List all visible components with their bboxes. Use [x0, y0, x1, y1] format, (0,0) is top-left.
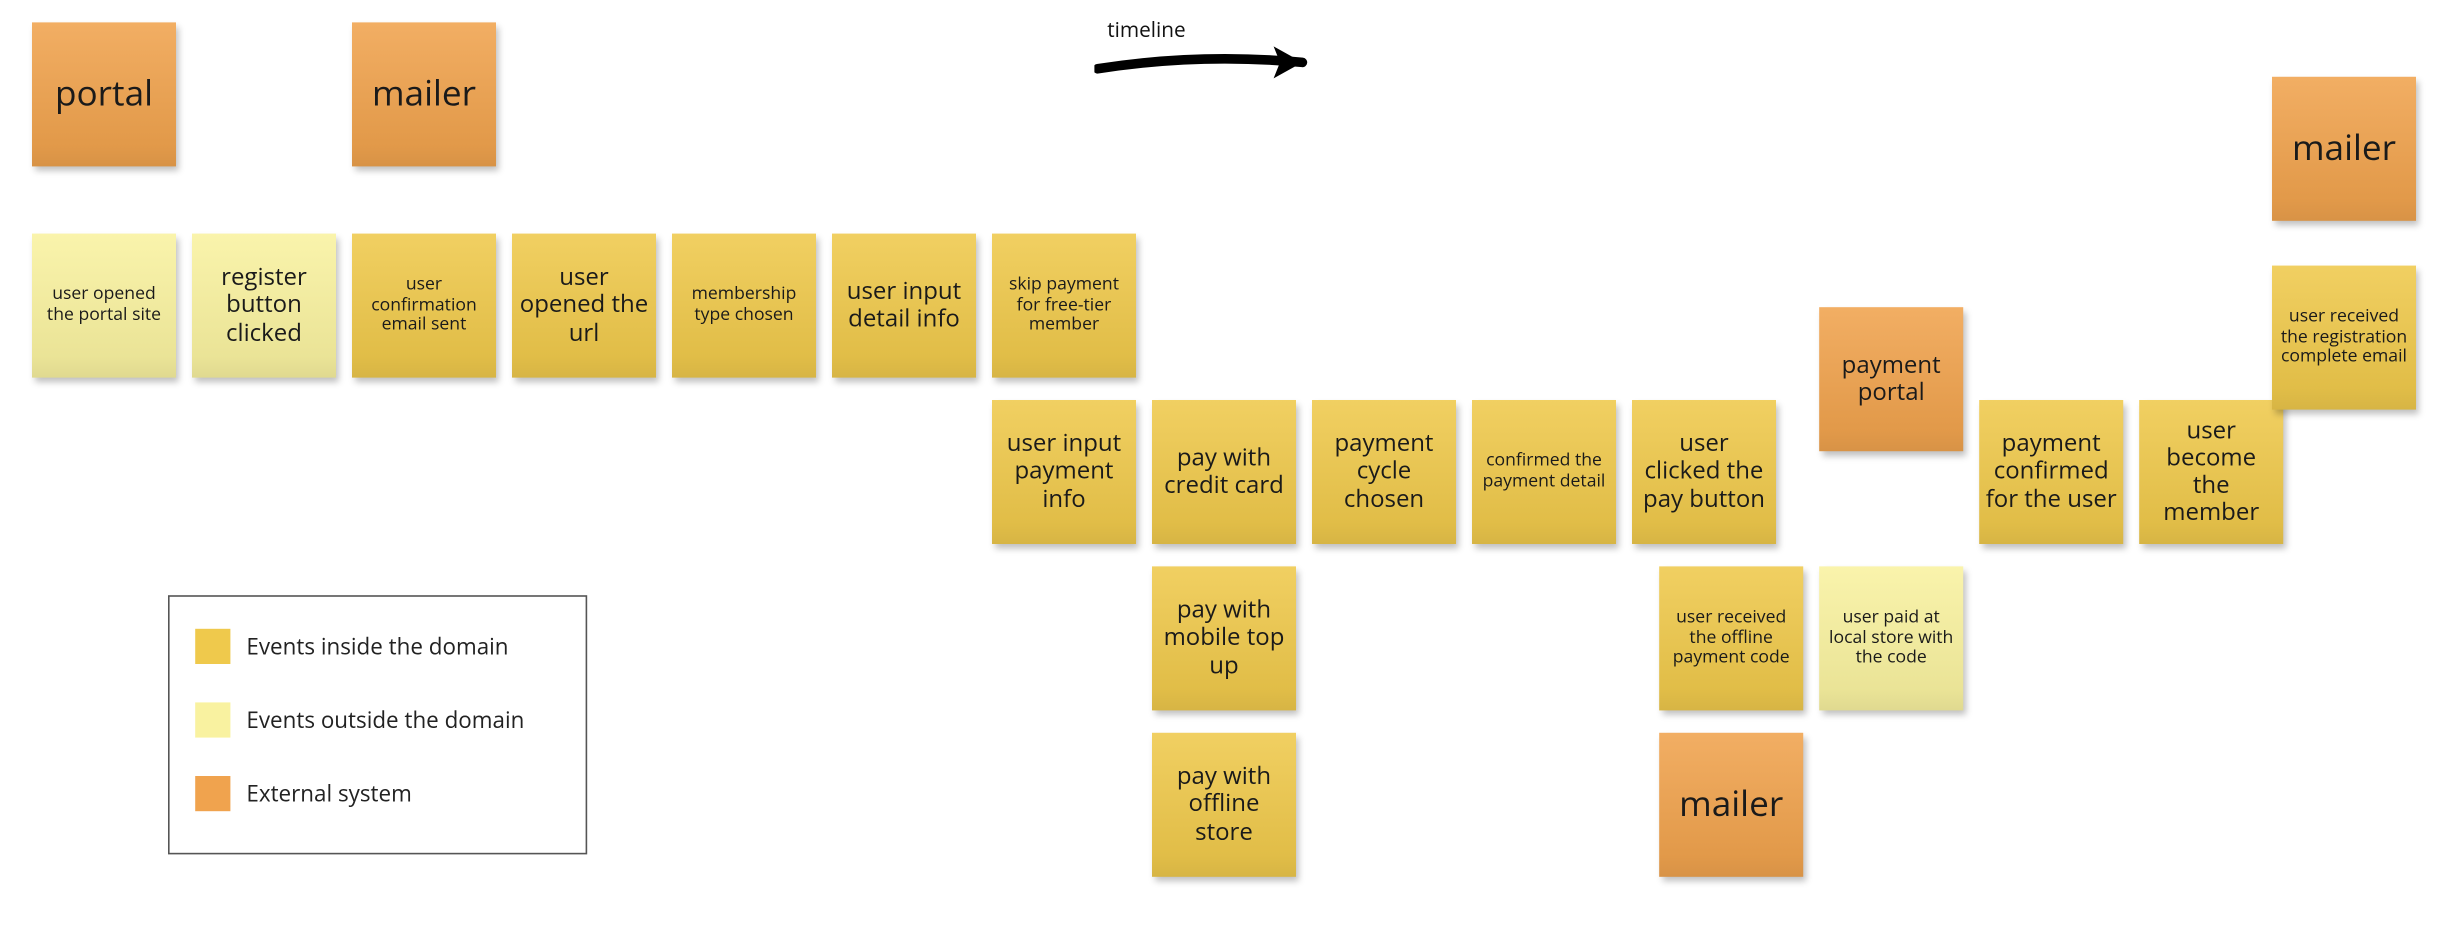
sticky-ev-cycle-chosen: payment cycle chosen — [1312, 400, 1456, 544]
sticky-ev-opened-url: user opened the url — [512, 234, 656, 378]
timeline-label: timeline — [1107, 14, 1186, 43]
sticky-ev-pay-credit: pay with credit card — [1152, 400, 1296, 544]
legend-swatch-icon — [195, 702, 230, 737]
sticky-ev-confirm-sent: user confirmation email sent — [352, 234, 496, 378]
legend-item-external_system: External system — [195, 776, 412, 811]
sticky-ev-input-payment: user input payment info — [992, 400, 1136, 544]
sticky-ev-recv-offline-code: user received the offline payment code — [1659, 566, 1803, 710]
legend-label: Events inside the domain — [246, 631, 508, 661]
sticky-ev-pay-offline: pay with offline store — [1152, 733, 1296, 877]
sticky-ev-become-member: user become the member — [2139, 400, 2283, 544]
sticky-ev-skip-payment: skip payment for free-tier member — [992, 234, 1136, 378]
legend-swatch-icon — [195, 776, 230, 811]
sticky-ev-register-clicked: register button clicked — [192, 234, 336, 378]
sticky-ev-input-detail: user input detail info — [832, 234, 976, 378]
legend-item-domain_event: Events inside the domain — [195, 629, 508, 664]
sticky-sys-mailer-1: mailer — [352, 22, 496, 166]
legend-item-outside_event: Events outside the domain — [195, 702, 524, 737]
sticky-sys-payment-portal: payment portal — [1819, 307, 1963, 451]
legend-label: Events outside the domain — [246, 705, 524, 735]
sticky-sys-mailer-2: mailer — [1659, 733, 1803, 877]
sticky-sys-portal: portal — [32, 22, 176, 166]
sticky-ev-membership-type: membership type chosen — [672, 234, 816, 378]
sticky-ev-payment-confirmed: payment confirmed for the user — [1979, 400, 2123, 544]
legend-label: External system — [246, 778, 411, 808]
sticky-ev-pay-mobile: pay with mobile top up — [1152, 566, 1296, 710]
legend: Events inside the domain Events outside t… — [168, 595, 587, 854]
sticky-ev-recv-reg-email: user received the registration complete … — [2272, 266, 2416, 410]
sticky-ev-open-portal: user opened the portal site — [32, 234, 176, 378]
sticky-sys-mailer-3: mailer — [2272, 77, 2416, 221]
sticky-ev-paid-local-store: user paid at local store with the code — [1819, 566, 1963, 710]
sticky-ev-clicked-pay: user clicked the pay button — [1632, 400, 1776, 544]
sticky-ev-confirmed-detail: confirmed the payment detail — [1472, 400, 1616, 544]
legend-swatch-icon — [195, 629, 230, 664]
timeline-arrow-icon — [1094, 42, 1334, 92]
event-storming-canvas: timeline Events inside the domainEvents … — [0, 0, 2464, 947]
